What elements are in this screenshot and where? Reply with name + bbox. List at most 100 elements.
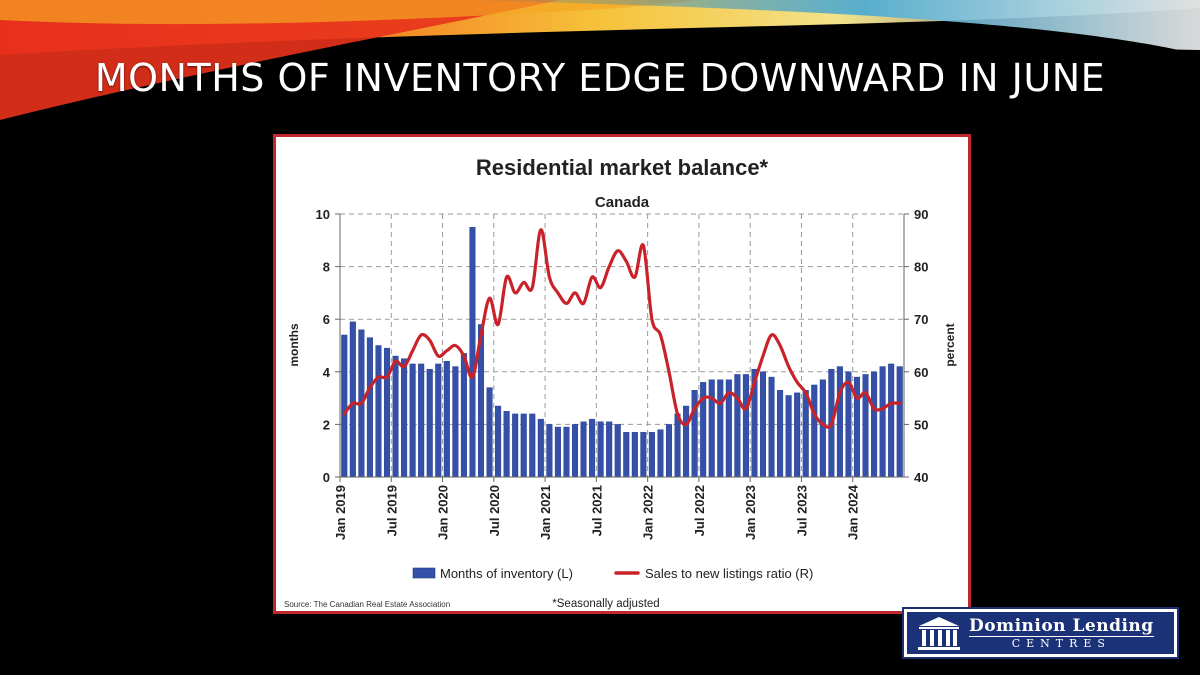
bar (708, 379, 715, 478)
bar (563, 426, 570, 478)
bar (683, 405, 690, 478)
bar (486, 387, 493, 478)
slide-title: MONTHS OF INVENTORY EDGE DOWNWARD IN JUN… (94, 56, 1106, 100)
x-tick-label: Jan 2019 (333, 485, 348, 540)
bar (537, 418, 544, 478)
y-tick-label-left: 8 (323, 260, 330, 275)
y-tick-label-left: 6 (323, 312, 330, 327)
legend: Months of inventory (L) Sales to new lis… (412, 566, 813, 581)
building-columns-icon (918, 617, 960, 650)
bar (836, 366, 843, 478)
x-tick-label: Jan 2020 (436, 485, 451, 540)
bar (426, 368, 433, 478)
bar (366, 337, 373, 478)
bar (665, 424, 673, 478)
x-tick-label: Jan 2024 (846, 484, 861, 540)
chart-footnote: *Seasonally adjusted (552, 598, 659, 610)
chart-subtitle: Canada (595, 194, 650, 211)
bar (435, 363, 442, 478)
dominion-lending-logo: Dominion Lending CENTRES (902, 607, 1179, 659)
y-axis-label-left: months (287, 323, 301, 367)
bar (443, 361, 450, 478)
logo-name: Dominion Lending (969, 616, 1154, 636)
x-tick-label: Jul 2021 (589, 485, 604, 536)
bar (768, 376, 775, 478)
bar (896, 366, 903, 478)
bar (811, 384, 818, 478)
bar (512, 413, 519, 478)
y-tick-label-left: 2 (323, 417, 330, 432)
chart-canvas: Residential market balance* Canada month… (284, 155, 957, 610)
y-tick-label-right: 60 (914, 365, 928, 380)
bar (819, 379, 826, 478)
bar (392, 355, 399, 478)
bar (554, 426, 561, 478)
x-tick-label: Jan 2021 (538, 485, 553, 540)
y-tick-label-left: 10 (316, 207, 330, 222)
x-tick-label: Jul 2023 (795, 485, 810, 536)
y-tick-label-right: 80 (914, 260, 928, 275)
bar (802, 390, 809, 478)
bar (794, 392, 801, 478)
y-tick-label-left: 0 (323, 470, 330, 485)
y-axis-label-right: percent (943, 323, 957, 366)
bar (469, 226, 476, 478)
legend-label-bars: Months of inventory (L) (440, 566, 573, 581)
bar (460, 353, 467, 478)
bar (759, 371, 767, 478)
bar (452, 366, 459, 478)
bar (495, 405, 502, 478)
chart-source: Source: The Canadian Real Estate Associa… (284, 600, 450, 609)
bar (734, 374, 741, 478)
x-tick-label: Jul 2020 (487, 485, 502, 536)
x-tick-label: Jul 2019 (384, 485, 399, 536)
legend-swatch-bars (412, 567, 436, 579)
bar (341, 334, 348, 478)
bar (597, 421, 604, 478)
bar (657, 429, 664, 478)
x-tick-label: Jan 2023 (743, 485, 758, 540)
bar (520, 413, 527, 478)
y-tick-label-right: 50 (914, 417, 928, 432)
bar (674, 413, 681, 478)
bar (717, 379, 724, 478)
sales-to-listings-line (342, 228, 902, 429)
bar (871, 371, 878, 478)
bar (862, 374, 869, 478)
logo-subname: CENTRES (969, 636, 1154, 650)
x-tick-label: Jul 2022 (692, 485, 707, 536)
bar (580, 421, 587, 478)
y-tick-label-right: 70 (914, 312, 928, 327)
bar (383, 347, 391, 478)
bar (409, 363, 416, 478)
bar (879, 366, 886, 478)
bar (606, 421, 613, 478)
bar (375, 345, 382, 478)
bar (589, 418, 596, 478)
bar (546, 424, 553, 478)
bar (529, 413, 536, 478)
y-tick-label-left: 4 (323, 365, 331, 380)
line-series (342, 228, 902, 429)
bar (418, 363, 425, 478)
bar (349, 321, 356, 478)
bar-series (341, 226, 903, 478)
bar (785, 395, 792, 478)
bar (614, 424, 621, 478)
legend-label-line: Sales to new listings ratio (R) (645, 566, 813, 581)
x-tick-label: Jan 2022 (641, 485, 656, 540)
bar (777, 390, 784, 478)
bar (631, 432, 638, 478)
bar (742, 374, 749, 478)
chart-title: Residential market balance* (476, 155, 769, 180)
header-swoosh (0, 0, 1200, 140)
bar (571, 424, 579, 478)
bar (503, 411, 510, 478)
bar (648, 432, 655, 478)
chart-frame: Residential market balance* Canada month… (273, 134, 971, 614)
bar (623, 432, 630, 478)
bar (401, 358, 408, 478)
y-tick-label-right: 40 (914, 470, 928, 485)
bar (888, 363, 895, 478)
y-tick-label-right: 90 (914, 207, 928, 222)
